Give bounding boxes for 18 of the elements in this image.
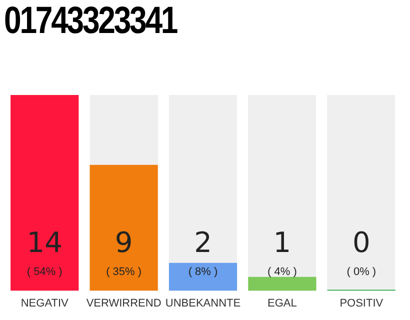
chart-title: 01743323341 — [4, 0, 177, 43]
x-tick-label: EGAL — [268, 297, 297, 310]
data-label: 9 — [114, 226, 133, 260]
annotation: ( 0% ) — [346, 266, 376, 278]
data-label: 2 — [194, 226, 212, 260]
x-tick-label: VERWIRREND — [86, 297, 162, 310]
annotation: ( 8% ) — [188, 266, 218, 278]
bar — [248, 276, 316, 291]
annotation: ( 4% ) — [268, 266, 297, 278]
annotation: ( 54% ) — [26, 266, 62, 278]
x-tick-label: NEGATIV — [20, 297, 69, 310]
data-label: 14 — [26, 226, 62, 260]
x-tick-label: POSITIV — [340, 297, 384, 310]
x-tick-label: UNBEKANNTE — [165, 297, 241, 310]
bar — [168, 262, 238, 291]
annotation: ( 35% ) — [106, 266, 142, 278]
data-label: 1 — [273, 226, 292, 260]
data-label: 0 — [352, 226, 370, 260]
